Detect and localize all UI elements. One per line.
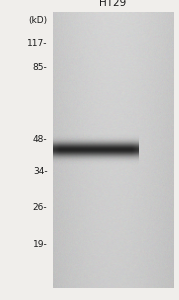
Text: 117-: 117- (27, 39, 47, 48)
Text: 26-: 26- (33, 202, 47, 211)
Text: (kD): (kD) (28, 16, 47, 26)
Text: 48-: 48- (33, 135, 47, 144)
Text: 85-: 85- (33, 63, 47, 72)
Text: 34-: 34- (33, 167, 47, 176)
Text: HT29: HT29 (99, 0, 126, 8)
Text: 19-: 19- (33, 240, 47, 249)
